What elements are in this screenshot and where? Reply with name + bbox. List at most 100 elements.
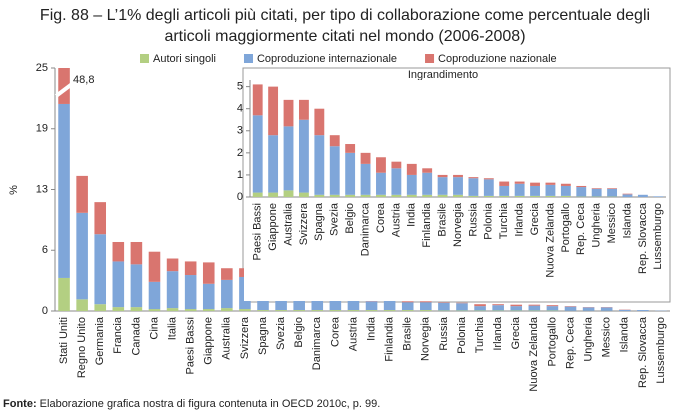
bar-segment xyxy=(510,306,523,311)
x-tick-label: Russia xyxy=(467,202,479,237)
bar-segment xyxy=(545,182,556,185)
bar-segment xyxy=(221,268,233,280)
x-tick-label: Giappone xyxy=(203,317,215,365)
x-tick-label: Rep. Slovacca xyxy=(637,202,649,274)
bar-segment xyxy=(148,309,161,311)
annotation: 48,8 xyxy=(73,74,94,86)
bar-segment xyxy=(252,84,263,116)
bar-segment xyxy=(130,264,143,308)
bar-segment xyxy=(268,192,279,197)
bar-segment xyxy=(545,195,556,197)
bar-segment xyxy=(148,281,161,310)
chart-title: articoli maggiormente citati nel mondo (… xyxy=(164,28,525,45)
bar-segment xyxy=(528,305,541,311)
bar-segment xyxy=(311,296,324,311)
bar-segment xyxy=(468,178,479,196)
bar-segment xyxy=(582,307,595,311)
bar-segment xyxy=(239,309,251,311)
bar-segment xyxy=(360,152,371,164)
x-tick-label: Grecia xyxy=(529,202,541,235)
bar-segment xyxy=(166,271,179,309)
x-tick-label: Norvegia xyxy=(420,316,432,361)
x-tick-label: Corea xyxy=(329,316,341,347)
source: Fonte: Elaborazione grafica nostra di fi… xyxy=(3,398,380,410)
x-tick-label: Svizzera xyxy=(298,202,310,245)
bar-segment xyxy=(453,177,463,195)
bar-segment xyxy=(560,195,571,197)
bar-segment xyxy=(298,119,309,193)
x-tick-label: Islanda xyxy=(621,202,633,238)
bar-segment xyxy=(406,163,417,175)
bar-segment xyxy=(422,194,433,197)
bar-segment xyxy=(492,305,504,311)
bar-segment xyxy=(560,185,571,196)
x-tick-label: Australia xyxy=(282,202,294,246)
bar-segment xyxy=(130,241,143,265)
bar-segment xyxy=(257,310,269,311)
x-tick-label: Polonia xyxy=(456,316,468,354)
bar-segment xyxy=(483,195,494,197)
bar-segment xyxy=(184,275,197,310)
bar-segment xyxy=(314,135,325,195)
bar-segment xyxy=(360,163,371,195)
bar-segment xyxy=(58,103,70,278)
bar-segment xyxy=(422,168,433,173)
x-tick-label: Islanda xyxy=(619,316,631,352)
bar-segment xyxy=(607,188,618,189)
bar-segment xyxy=(268,86,279,136)
x-tick-label: Rep. Slovacca xyxy=(637,316,649,388)
bar-segment xyxy=(401,301,414,303)
bar-segment xyxy=(499,181,510,186)
bar-segment xyxy=(376,157,386,173)
x-tick-label: Ungheria xyxy=(591,202,603,248)
x-tick-label: Italia xyxy=(166,316,178,340)
bar-segment xyxy=(345,144,356,153)
legend-label: Coproduzione nazionale xyxy=(438,53,557,65)
bar-segment xyxy=(406,174,417,195)
bar-segment xyxy=(311,310,324,311)
x-tick-label: Stati Uniti xyxy=(58,317,70,364)
bar-segment xyxy=(268,135,279,193)
bar-segment xyxy=(618,309,631,311)
bar-segment xyxy=(202,283,215,310)
bar-segment xyxy=(148,251,161,282)
bar-segment xyxy=(437,174,448,178)
source-text: Elaborazione grafica nostra di figura co… xyxy=(40,398,381,410)
x-tick-label: Ungheria xyxy=(583,316,595,362)
bar-segment xyxy=(283,126,294,191)
bar-segment xyxy=(184,309,197,311)
bar-segment xyxy=(483,178,494,180)
bar-segment xyxy=(391,168,402,195)
bar-segment xyxy=(437,177,448,195)
bar-segment xyxy=(94,202,107,235)
bar-segment xyxy=(622,194,633,197)
bar-segment xyxy=(298,99,309,120)
x-tick-label: Irlanda xyxy=(492,316,504,351)
bar-segment xyxy=(383,310,396,311)
bar-segment xyxy=(76,299,88,311)
x-tick-label: Portogallo xyxy=(546,317,558,367)
bar-segment xyxy=(365,310,378,311)
bar-segment xyxy=(275,310,287,311)
y-tick-label: 19 xyxy=(36,123,48,135)
x-tick-label: Danimarca xyxy=(311,316,323,370)
bar-segment xyxy=(252,192,263,197)
bar-segment xyxy=(510,304,523,307)
bar-segment xyxy=(329,310,342,311)
bar-segment xyxy=(483,179,494,196)
bar-segment xyxy=(468,177,479,179)
y-axis-label: % xyxy=(8,185,20,195)
bar-segment xyxy=(499,185,510,196)
bar-segment xyxy=(576,187,587,197)
bar-segment xyxy=(329,194,340,197)
bar-segment xyxy=(607,188,618,197)
x-tick-label: Francia xyxy=(112,316,124,354)
x-tick-label: Nuova Zelanda xyxy=(544,202,556,277)
chart-title: Fig. 88 – L’1% degli articoli più citati… xyxy=(40,7,650,24)
bar-segment xyxy=(530,195,540,197)
bar-segment xyxy=(221,279,233,309)
x-tick-label: Regno Unito xyxy=(76,317,88,378)
bar-segment xyxy=(546,306,559,311)
x-tick-label: Australia xyxy=(221,316,233,360)
bar-segment xyxy=(591,188,602,197)
